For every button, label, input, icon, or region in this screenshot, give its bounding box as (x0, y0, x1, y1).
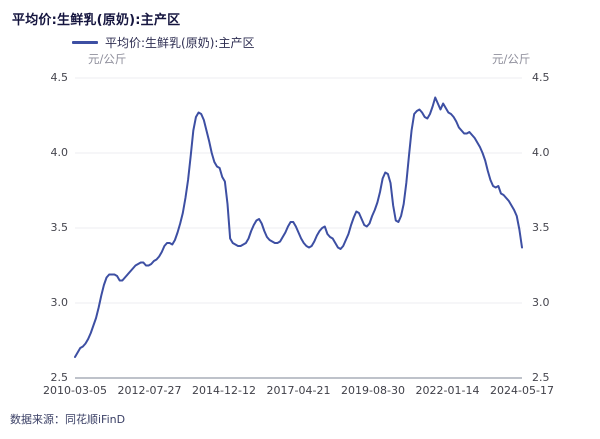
legend-line-marker (72, 41, 98, 44)
y-tick-label-right: 2.5 (532, 371, 550, 384)
chart-title: 平均价:生鲜乳(原奶):主产区 (12, 13, 181, 28)
data-source: 数据来源：同花顺iFinD (10, 413, 126, 426)
y-tick-label-left: 2.5 (50, 371, 69, 384)
x-tick-label: 2010-03-05 (43, 384, 107, 397)
x-tick-label: 2022-01-14 (415, 384, 480, 397)
legend: 平均价:生鲜乳(原奶):主产区 (72, 34, 254, 51)
x-tick-label: 2012-07-27 (117, 384, 182, 397)
y-tick-label-right: 4.5 (532, 71, 550, 84)
y-axis-unit-left: 元/公斤 (88, 52, 127, 66)
y-tick-label-left: 3.0 (50, 296, 69, 309)
legend-label: 平均价:生鲜乳(原奶):主产区 (105, 36, 255, 50)
y-tick-label-left: 3.5 (50, 221, 69, 234)
y-tick-label-left: 4.5 (50, 71, 69, 84)
x-tick-label: 2014-12-12 (192, 384, 256, 397)
y-axis-unit-right: 元/公斤 (492, 52, 531, 66)
y-tick-label-left: 4.0 (50, 146, 69, 159)
y-tick-label-right: 3.0 (532, 296, 550, 309)
x-tick-label: 2024-05-17 (490, 384, 554, 397)
x-tick-label: 2019-08-30 (341, 384, 405, 397)
price-series-line (74, 96, 523, 358)
x-tick-label: 2017-04-21 (266, 384, 331, 397)
y-tick-label-right: 4.0 (532, 146, 550, 159)
y-tick-label-right: 3.5 (532, 221, 550, 234)
